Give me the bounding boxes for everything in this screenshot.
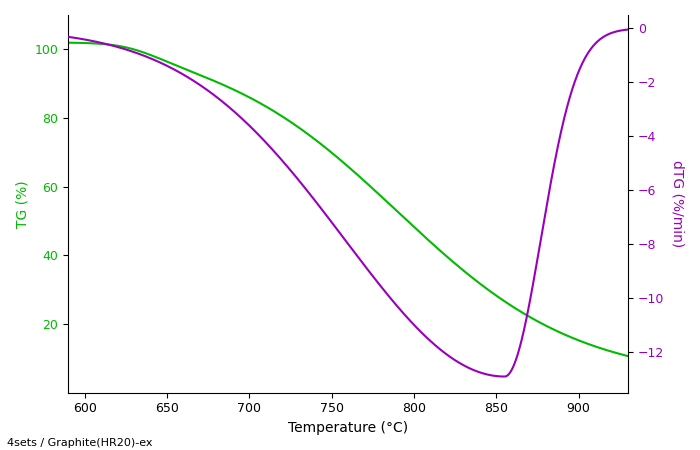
X-axis label: Temperature (°C): Temperature (°C) — [288, 421, 408, 435]
Text: 4sets / Graphite(HR20)-ex: 4sets / Graphite(HR20)-ex — [7, 437, 153, 447]
Y-axis label: dTG (%/min): dTG (%/min) — [671, 160, 685, 248]
Y-axis label: TG (%): TG (%) — [15, 180, 29, 228]
